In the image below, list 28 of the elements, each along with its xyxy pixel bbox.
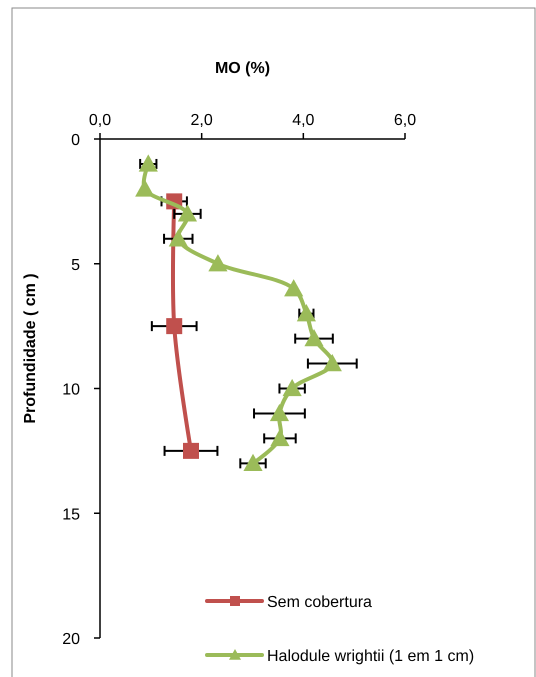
point xyxy=(270,404,290,422)
point xyxy=(182,442,199,459)
legend-label: Halodule wrightii (1 em 1 cm) xyxy=(267,648,474,665)
x-axis-title: MO (%) xyxy=(214,60,270,77)
point xyxy=(322,354,342,372)
y-tick-label: 5 xyxy=(71,256,80,274)
point xyxy=(270,428,290,446)
point xyxy=(138,154,158,172)
point xyxy=(166,318,182,334)
y-axis-title: Profundidade ( cm ) xyxy=(22,273,39,424)
point xyxy=(296,304,316,322)
point xyxy=(168,229,188,246)
x-tick-label: 4,0 xyxy=(292,112,315,129)
point xyxy=(282,378,302,396)
point xyxy=(178,204,198,222)
y-tick-label: 0 xyxy=(71,132,80,149)
point xyxy=(304,329,324,346)
x-tick-label: 6,0 xyxy=(394,112,416,129)
y-tick-label: 10 xyxy=(62,382,80,398)
y-tick-label: 15 xyxy=(62,506,80,524)
point xyxy=(208,254,228,272)
point xyxy=(284,279,304,296)
point xyxy=(243,454,263,472)
x-tick-label: 0,0 xyxy=(88,112,112,129)
legend-label: Sem cobertura xyxy=(267,594,372,611)
y-tick-label: 20 xyxy=(62,631,80,648)
point xyxy=(135,179,154,197)
x-tick-label: 2,0 xyxy=(190,112,213,129)
